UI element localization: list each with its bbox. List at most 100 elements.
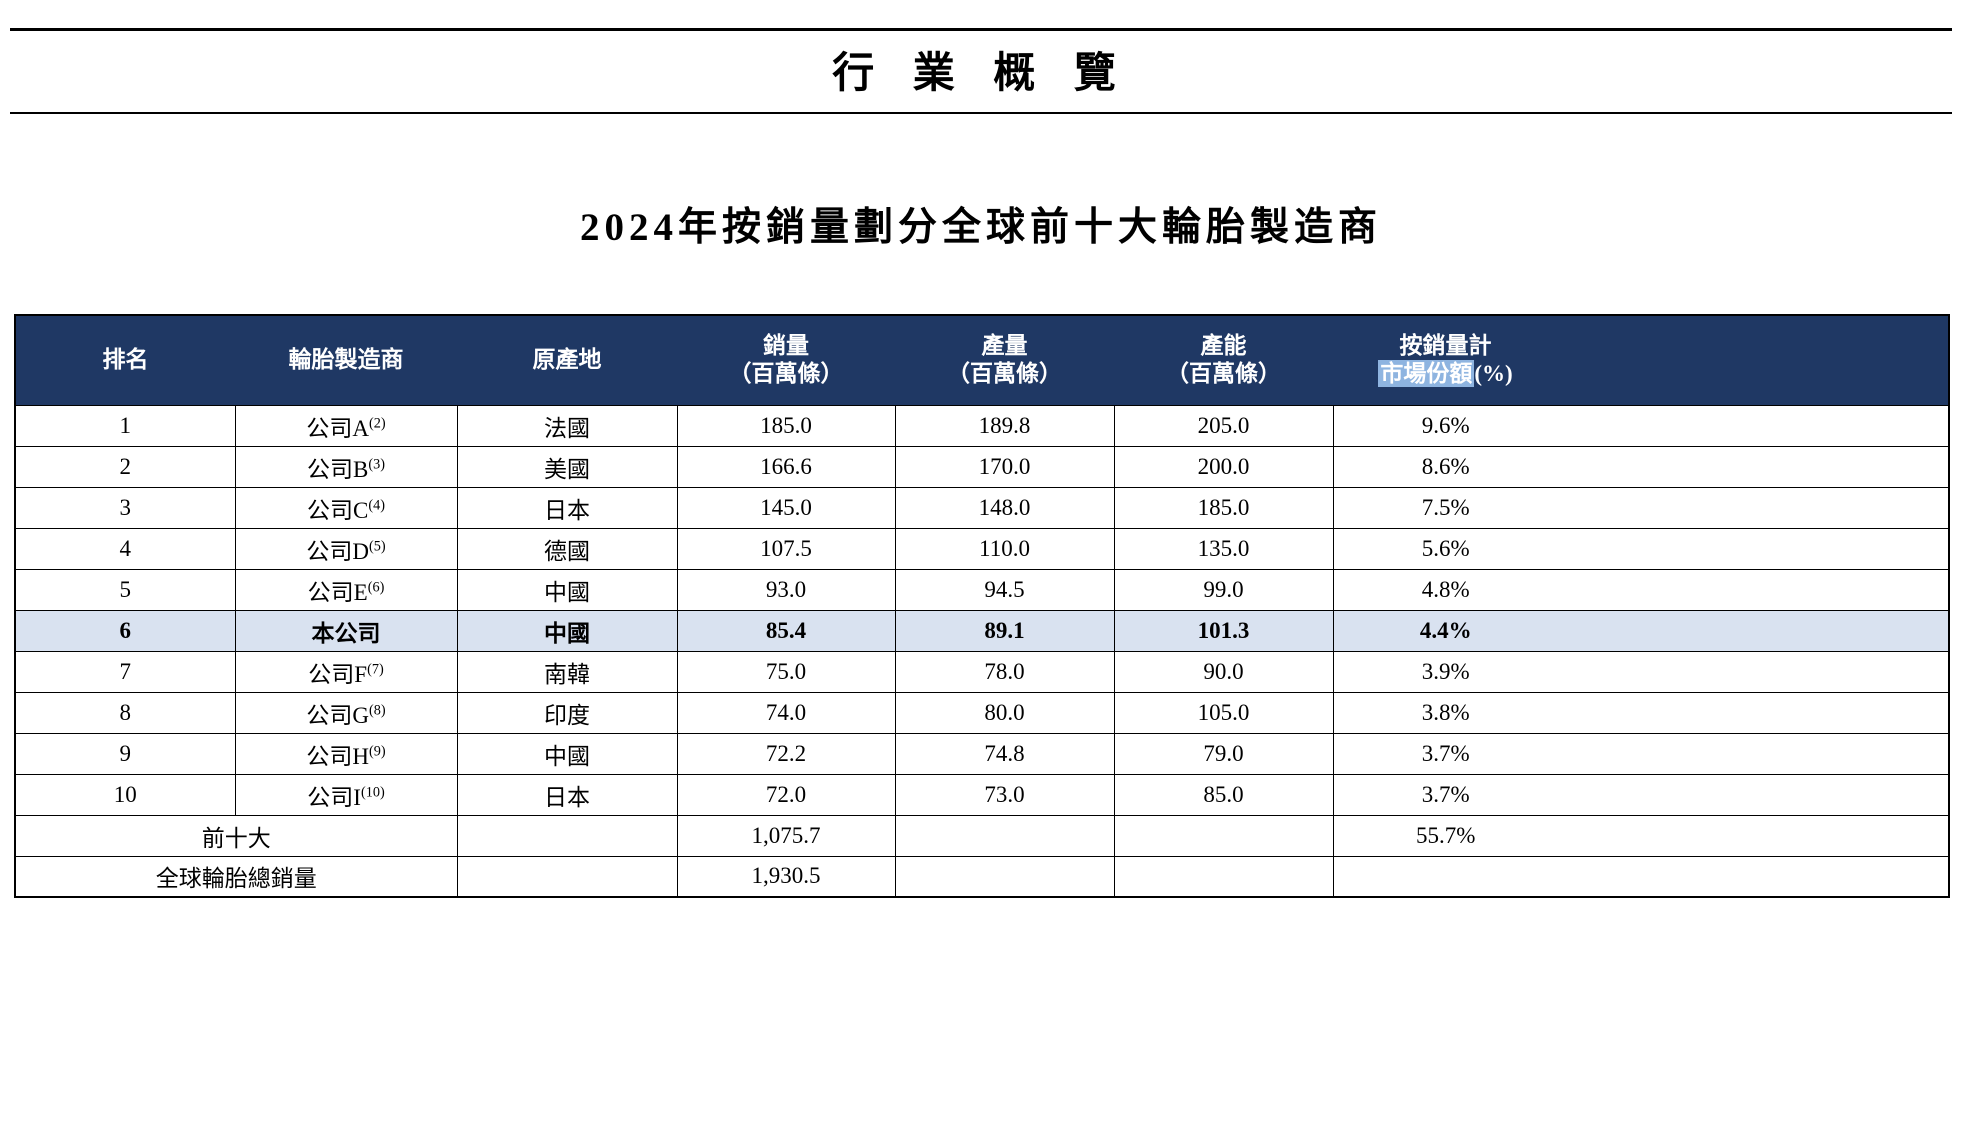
- top-ten-manufacturers-table: 排名 輪胎製造商 原產地 銷量 （百萬條） 產量 （百萬條） 產能 （百萬條） …: [14, 314, 1950, 898]
- footnote-ref: (2): [369, 414, 386, 431]
- cell-manufacturer: 公司G(8): [234, 691, 458, 734]
- cell-share: 5.6%: [1332, 527, 1950, 570]
- header-sales: 銷量 （百萬條）: [677, 315, 895, 405]
- cell-production: 94.5: [894, 568, 1115, 611]
- table-row-top-ten-total: 前十大 1,075.7 55.7%: [14, 814, 1950, 857]
- cell-origin: 印度: [456, 691, 678, 734]
- cell-share: 3.7%: [1332, 773, 1950, 816]
- table-row: 2 公司B(3) 美國 166.6 170.0 200.0 8.6%: [14, 445, 1950, 488]
- cell-rank: 6: [14, 609, 236, 652]
- table-row: 1 公司A(2) 法國 185.0 189.8 205.0 9.6%: [14, 404, 1950, 447]
- cell-capacity: 101.3: [1113, 609, 1334, 652]
- cell-capacity: 79.0: [1113, 732, 1334, 775]
- cell-manufacturer: 公司D(5): [234, 527, 458, 570]
- cell-sales: 74.0: [676, 691, 896, 734]
- cell-share: 3.8%: [1332, 691, 1950, 734]
- cell-manufacturer: 公司E(6): [234, 568, 458, 611]
- header-production: 產量 （百萬條）: [895, 315, 1114, 405]
- cell-origin-empty: [456, 814, 678, 857]
- cell-production-empty: [894, 855, 1115, 898]
- cell-share: 3.9%: [1332, 650, 1950, 693]
- cell-rank: 5: [14, 568, 236, 611]
- header-origin: 原產地: [457, 315, 677, 405]
- cell-share: 4.4%: [1332, 609, 1950, 652]
- cell-manufacturer: 公司A(2): [234, 404, 458, 447]
- cell-rank: 4: [14, 527, 236, 570]
- cell-production: 148.0: [894, 486, 1115, 529]
- cell-origin: 中國: [456, 732, 678, 775]
- table-row: 3 公司C(4) 日本 145.0 148.0 185.0 7.5%: [14, 486, 1950, 529]
- footnote-ref: (9): [369, 742, 386, 759]
- cell-manufacturer: 公司F(7): [234, 650, 458, 693]
- cell-origin: 日本: [456, 486, 678, 529]
- cell-rank: 1: [14, 404, 236, 447]
- header-market-share: 按銷量計 市場份額(%): [1333, 315, 1949, 405]
- cell-rank: 3: [14, 486, 236, 529]
- cell-sales: 1,075.7: [676, 814, 896, 857]
- cell-production: 80.0: [894, 691, 1115, 734]
- cell-share: 4.8%: [1332, 568, 1950, 611]
- cell-capacity-empty: [1113, 814, 1334, 857]
- cell-capacity: 200.0: [1113, 445, 1334, 488]
- cell-manufacturer: 本公司: [234, 609, 458, 652]
- cell-production: 74.8: [894, 732, 1115, 775]
- cell-share: 9.6%: [1332, 404, 1950, 447]
- cell-share: 3.7%: [1332, 732, 1950, 775]
- cell-sales: 72.2: [676, 732, 896, 775]
- cell-origin: 日本: [456, 773, 678, 816]
- cell-origin: 法國: [456, 404, 678, 447]
- header-rank: 排名: [15, 315, 235, 405]
- cell-manufacturer: 公司C(4): [234, 486, 458, 529]
- table-row: 7 公司F(7) 南韓 75.0 78.0 90.0 3.9%: [14, 650, 1950, 693]
- cell-sales: 107.5: [676, 527, 896, 570]
- cell-production: 170.0: [894, 445, 1115, 488]
- cell-capacity-empty: [1113, 855, 1334, 898]
- cell-share: 8.6%: [1332, 445, 1950, 488]
- cell-production: 189.8: [894, 404, 1115, 447]
- cell-sales: 72.0: [676, 773, 896, 816]
- page-title: 行 業 概 覽: [832, 51, 1130, 97]
- cell-capacity: 205.0: [1113, 404, 1334, 447]
- table-row-global-total: 全球輪胎總銷量 1,930.5: [14, 855, 1950, 898]
- cell-share: 55.7%: [1332, 814, 1950, 857]
- table-row: 8 公司G(8) 印度 74.0 80.0 105.0 3.8%: [14, 691, 1950, 734]
- table-header-row: 排名 輪胎製造商 原產地 銷量 （百萬條） 產量 （百萬條） 產能 （百萬條） …: [15, 315, 1949, 405]
- cell-capacity: 185.0: [1113, 486, 1334, 529]
- table-row: 4 公司D(5) 德國 107.5 110.0 135.0 5.6%: [14, 527, 1950, 570]
- cell-origin: 美國: [456, 445, 678, 488]
- cell-origin: 南韓: [456, 650, 678, 693]
- cell-origin-empty: [456, 855, 678, 898]
- cell-capacity: 135.0: [1113, 527, 1334, 570]
- cell-rank: 9: [14, 732, 236, 775]
- cell-origin: 中國: [456, 568, 678, 611]
- header-manufacturer: 輪胎製造商: [235, 315, 457, 405]
- footnote-ref: (6): [367, 578, 385, 595]
- cell-sales: 1,930.5: [676, 855, 896, 898]
- cell-production-empty: [894, 814, 1115, 857]
- table-row: 9 公司H(9) 中國 72.2 74.8 79.0 3.7%: [14, 732, 1950, 775]
- cell-capacity: 105.0: [1113, 691, 1334, 734]
- cell-capacity: 90.0: [1113, 650, 1334, 693]
- cell-sales: 85.4: [676, 609, 896, 652]
- page: { "page": { "masthead": "行 業 概 覽", "titl…: [0, 28, 1962, 1128]
- cell-share: 7.5%: [1332, 486, 1950, 529]
- cell-sales: 93.0: [676, 568, 896, 611]
- cell-sales: 145.0: [676, 486, 896, 529]
- cell-rank: 10: [14, 773, 236, 816]
- table-title: 2024年按銷量劃分全球前十大輪胎製造商: [579, 206, 1382, 249]
- cell-production: 110.0: [894, 527, 1115, 570]
- cell-manufacturer: 公司I(10): [234, 773, 458, 816]
- cell-rank: 7: [14, 650, 236, 693]
- cell-sales: 166.6: [676, 445, 896, 488]
- cell-capacity: 85.0: [1113, 773, 1334, 816]
- footnote-ref: (7): [367, 660, 384, 677]
- cell-share: [1332, 855, 1950, 898]
- cell-total-label: 前十大: [14, 814, 458, 857]
- cell-rank: 2: [14, 445, 236, 488]
- selected-text-highlight: 市場份額: [1378, 360, 1475, 388]
- cell-capacity: 99.0: [1113, 568, 1334, 611]
- masthead: 行 業 概 覽: [10, 28, 1952, 114]
- cell-production: 89.1: [894, 609, 1115, 652]
- cell-production: 78.0: [894, 650, 1115, 693]
- footnote-ref: (10): [360, 783, 385, 800]
